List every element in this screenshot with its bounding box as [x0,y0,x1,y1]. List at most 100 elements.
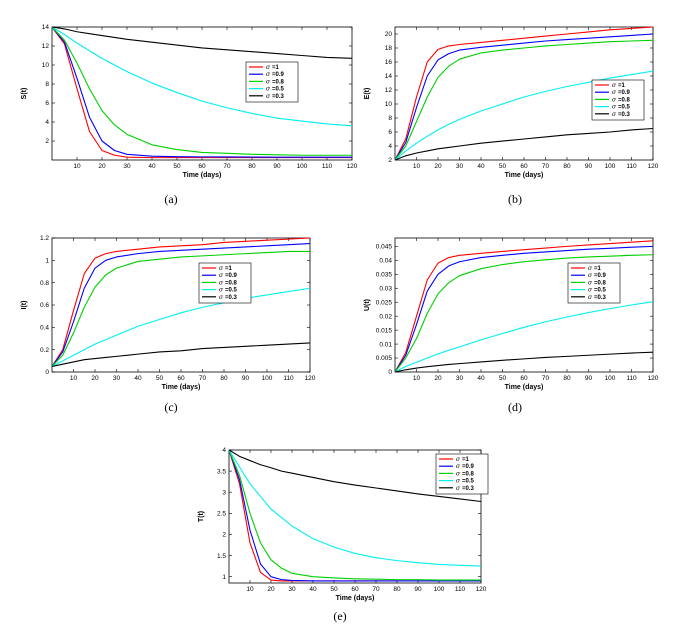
legend-sigma: σ [612,111,617,118]
panel-caption: (d) [508,400,522,414]
x-tick-label: 10 [413,375,421,382]
series-line-1 [51,26,352,158]
x-tick-label: 10 [73,163,81,170]
series-line-2 [394,254,654,373]
x-tick-label: 20 [98,163,106,170]
y-axis-label: I(t) [21,301,28,310]
x-tick-label: 20 [434,375,442,382]
legend-entry: =0.8 [462,471,475,477]
legend-entry: =1 [594,266,602,272]
y-tick-label: 4 [45,119,49,126]
x-tick-label: 70 [372,586,380,593]
plot-frame [51,237,311,373]
x-tick-label: 60 [351,586,359,593]
x-tick-label: 80 [220,375,228,382]
y-tick-label: 18 [385,45,393,52]
y-tick-label: 2 [222,532,226,539]
x-tick-label: 50 [330,586,338,593]
y-tick-label: 2.5 [217,511,226,518]
y-axis-label: S(t) [21,88,28,100]
x-tick-label: 30 [123,163,131,170]
legend-sigma: σ [266,86,271,93]
y-tick-label: 0.6 [40,302,49,309]
legend-entry: =0.3 [225,295,238,301]
x-tick-label: 90 [585,163,593,170]
series-line-0 [394,26,654,161]
legend-entry: =0.9 [272,72,285,78]
legend-entry: =0.5 [272,87,285,93]
x-tick-label: 100 [297,163,308,170]
legend-sigma: σ [588,294,593,301]
x-tick-label: 50 [156,375,164,382]
legend-entry: =0.8 [594,280,607,286]
legend-entry: =1 [462,457,470,463]
x-tick-label: 100 [434,586,445,593]
x-tick-label: 90 [414,586,422,593]
x-tick-label: 30 [456,163,464,170]
x-tick-label: 100 [605,163,616,170]
legend-entry: =0.9 [225,273,238,279]
legend-entry: =0.9 [594,273,607,279]
legend-entry: =0.3 [462,486,475,492]
x-tick-label: 40 [477,163,485,170]
y-axis-label: U(t) [364,299,371,311]
chart-panel-c: 10 20 30 40 50 60 70 80 90 100 110 120 0 0.2 0.4 0.6 0.8… [21,235,316,414]
legend-sigma: σ [456,478,461,485]
x-axis-label: Time (days) [505,172,544,179]
y-tick-label: 10 [385,101,393,108]
legend-sigma: σ [456,485,461,492]
legend-sigma: σ [219,265,224,272]
panel-caption: (c) [164,400,177,414]
series-line-1 [394,245,654,373]
series-line-4 [394,351,654,373]
series-line-3 [228,449,482,567]
series-line-2 [228,449,481,581]
legend-entry: =0.8 [225,280,238,286]
legend-sigma: σ [612,104,617,111]
y-tick-label: 0.005 [376,355,393,362]
y-tick-label: 14 [42,24,50,31]
x-tick-label: 80 [248,163,256,170]
series-line-4 [51,26,353,59]
chart-panel-e: 10 20 30 40 50 60 70 80 90 100 110 120 1 1.5 2 2.5 3 3.5 4… [198,447,489,623]
y-tick-label: 8 [45,81,49,88]
chart-panel-a: 10 20 30 40 50 60 70 80 90 100 110 120 2 4 6 8 10 12 14 Tim… [21,24,358,206]
y-tick-label: 6 [45,100,49,107]
series-line-3 [51,26,353,127]
x-tick-label: 70 [199,375,207,382]
x-tick-label: 10 [413,163,421,170]
y-tick-label: 2 [45,138,49,145]
x-tick-label: 90 [585,375,593,382]
x-tick-label: 110 [322,163,333,170]
x-tick-label: 50 [499,163,507,170]
y-tick-label: 0.02 [379,313,392,320]
y-tick-label: 0.025 [376,299,393,306]
series-line-3 [394,301,654,373]
y-tick-label: 8 [388,115,392,122]
legend-sigma: σ [456,463,461,470]
legend-entry: =0.9 [618,90,631,96]
y-tick-label: 4 [388,143,392,150]
series-line-4 [228,449,482,503]
legend-sigma: σ [266,64,271,71]
y-tick-label: 0.01 [379,341,392,348]
series-line-4 [51,342,311,367]
x-tick-label: 120 [648,163,659,170]
x-tick-label: 100 [605,375,616,382]
y-tick-label: 1.5 [217,553,226,560]
x-tick-label: 10 [70,375,78,382]
panel-caption: (e) [333,609,346,623]
y-tick-label: 0.015 [376,327,393,334]
y-tick-label: 0.035 [376,271,393,278]
y-tick-label: 0.03 [379,285,392,292]
y-tick-label: 0.04 [379,258,392,265]
x-tick-label: 10 [246,586,254,593]
legend-entry: =1 [272,65,280,71]
plot-frame [394,237,654,373]
x-tick-label: 50 [173,163,181,170]
x-tick-label: 30 [456,375,464,382]
legend-sigma: σ [219,287,224,294]
series-line-2 [51,250,310,367]
legend-entry: =0.5 [462,479,475,485]
x-tick-label: 90 [242,375,250,382]
